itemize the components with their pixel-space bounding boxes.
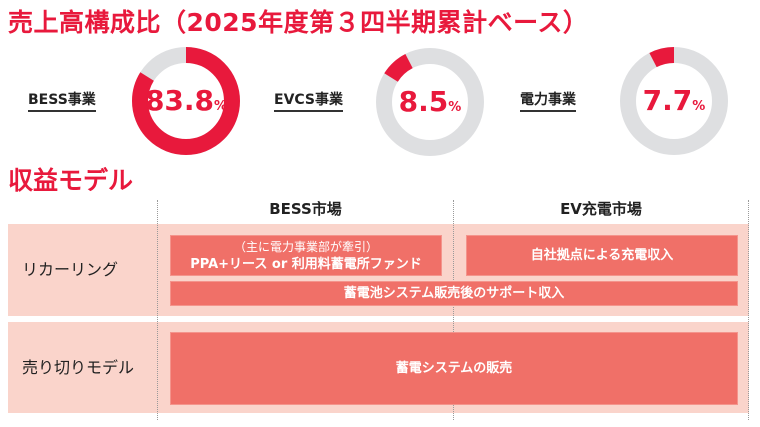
- section-title-revenue-model: 収益モデル: [8, 166, 134, 195]
- donut-ring-evcs: [376, 48, 484, 156]
- box-storage-system-sales: 蓄電システムの販売: [170, 332, 738, 405]
- box-ppa-main: PPA+リース or 利用料蓄電所ファンド: [190, 256, 422, 272]
- segment-label-power: 電力事業: [520, 91, 576, 112]
- column-divider: [748, 200, 749, 420]
- column-header-ev-charging-market: EV充電市場: [560, 200, 642, 218]
- donut-value-bess: 83.8%: [144, 84, 228, 117]
- donut-ring-bess: [132, 47, 240, 155]
- segment-label-bess: BESS事業: [28, 91, 96, 112]
- donut-value-power: 7.7%: [642, 84, 706, 117]
- box-own-site-charging-revenue: 自社拠点による充電収入: [466, 235, 738, 276]
- box-sales-text: 蓄電システムの販売: [395, 361, 513, 376]
- box-ppa-note: （主に電力事業部が牽引）: [233, 239, 378, 254]
- donut-value-evcs: 8.5%: [398, 85, 462, 118]
- donut-chart-power: 7.7%: [619, 46, 729, 156]
- page-title: 売上高構成比（2025年度第３四半期累計ベース）: [8, 8, 589, 37]
- column-header-bess-market: BESS市場: [269, 200, 342, 218]
- column-divider: [453, 200, 454, 420]
- row-label-one-time-sale: 売り切りモデル: [22, 358, 135, 377]
- donut-chart-bess: 83.8%: [131, 46, 241, 156]
- row-label-recurring: リカーリング: [22, 260, 119, 279]
- donut-ring-power: [620, 47, 728, 155]
- segment-label-evcs: EVCS事業: [274, 91, 344, 112]
- box-ppa-lease-fund: （主に電力事業部が牽引） PPA+リース or 利用料蓄電所ファンド: [170, 235, 442, 276]
- box-post-sale-support-revenue: 蓄電池システム販売後のサポート収入: [170, 281, 738, 306]
- box-support-text: 蓄電池システム販売後のサポート収入: [343, 286, 565, 301]
- column-divider: [157, 200, 158, 420]
- box-ev-text: 自社拠点による充電収入: [530, 248, 674, 263]
- donut-chart-evcs: 8.5%: [375, 47, 485, 157]
